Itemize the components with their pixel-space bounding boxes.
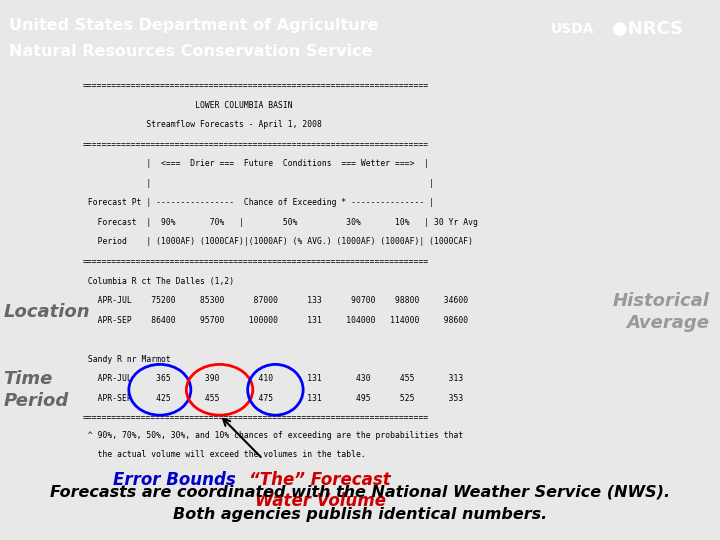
Text: ^ 90%, 70%, 50%, 30%, and 10% chances of exceeding are the probabilities that: ^ 90%, 70%, 50%, 30%, and 10% chances of… (83, 431, 463, 440)
Text: Streamflow Forecasts - April 1, 2008: Streamflow Forecasts - April 1, 2008 (83, 120, 322, 129)
Text: Location: Location (4, 302, 90, 321)
Text: United States Department of Agriculture: United States Department of Agriculture (9, 18, 378, 33)
Text: =======================================================================: ========================================… (83, 257, 429, 266)
Text: =======================================================================: ========================================… (83, 413, 429, 422)
Text: Natural Resources Conservation Service: Natural Resources Conservation Service (9, 44, 372, 59)
Text: Forecasts are coordinated with the National Weather Service (NWS).
Both agencies: Forecasts are coordinated with the Natio… (50, 485, 670, 522)
Text: APR-SEP     425       455        475       131       495      525       353: APR-SEP 425 455 475 131 495 525 353 (83, 394, 463, 403)
Text: Columbia R ct The Dalles (1,2): Columbia R ct The Dalles (1,2) (83, 276, 234, 286)
Text: USDA: USDA (551, 22, 594, 36)
Text: ●NRCS: ●NRCS (613, 19, 683, 37)
Text: Period    | (1000AF) (1000CAF)|(1000AF) (% AVG.) (1000AF) (1000AF)| (1000CAF): Period | (1000AF) (1000CAF)|(1000AF) (% … (83, 238, 473, 246)
Text: =======================================================================: ========================================… (83, 81, 429, 90)
Text: APR-SEP    86400     95700     100000      131     104000   114000     98600: APR-SEP 86400 95700 100000 131 104000 11… (83, 315, 468, 325)
Text: LOWER COLUMBIA BASIN: LOWER COLUMBIA BASIN (83, 101, 292, 110)
Text: |                                                         |: | | (83, 179, 433, 188)
Text: Historical
Average: Historical Average (612, 292, 709, 332)
Text: =======================================================================: ========================================… (83, 140, 429, 149)
Text: APR-JUL    75200     85300      87000      133      90700    98800     34600: APR-JUL 75200 85300 87000 133 90700 9880… (83, 296, 468, 305)
Text: APR-JUL     365       390        410       131       430      455       313: APR-JUL 365 390 410 131 430 455 313 (83, 374, 463, 383)
Text: Forecast Pt | ----------------  Chance of Exceeding * --------------- |: Forecast Pt | ---------------- Chance of… (83, 198, 433, 207)
Text: “The” Forecast
Water Volume: “The” Forecast Water Volume (249, 471, 391, 510)
Text: Time
Period: Time Period (4, 370, 69, 410)
Text: Error Bounds: Error Bounds (113, 471, 235, 489)
Text: |  <===  Drier ===  Future  Conditions  === Wetter ===>  |: | <=== Drier === Future Conditions === W… (83, 159, 429, 168)
Text: the actual volume will exceed the volumes in the table.: the actual volume will exceed the volume… (83, 450, 366, 460)
Text: Sandy R nr Marmot: Sandy R nr Marmot (83, 355, 171, 363)
Text: Forecast  |  90%       70%   |        50%          30%       10%   | 30 Yr Avg: Forecast | 90% 70% | 50% 30% 10% | 30 Yr… (83, 218, 477, 227)
